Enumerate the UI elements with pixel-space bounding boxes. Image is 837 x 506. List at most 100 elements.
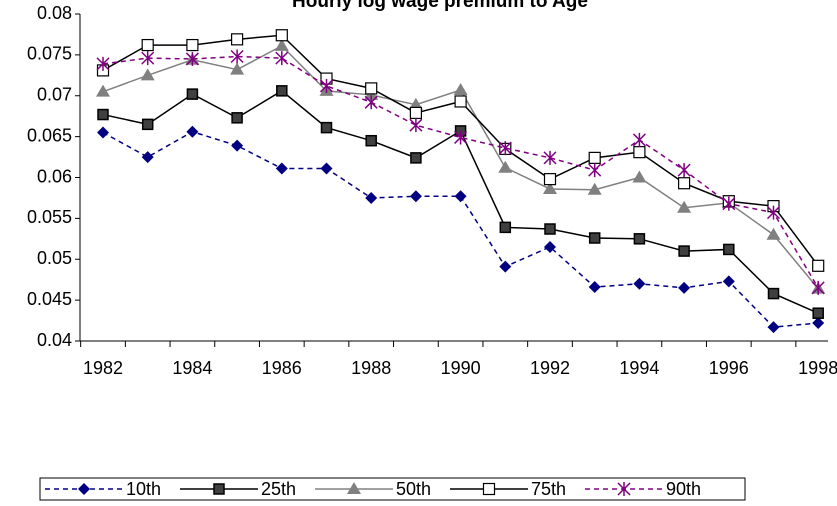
- series-line: [102, 55, 819, 289]
- data-point: [231, 139, 244, 152]
- data-point: [632, 170, 647, 183]
- data-point: [678, 245, 690, 257]
- data-point: [588, 232, 601, 244]
- data-point: [275, 162, 288, 175]
- data-point: [544, 223, 556, 235]
- data-point: [365, 82, 378, 95]
- legend-label: 25th: [261, 479, 296, 499]
- data-point: [365, 191, 378, 204]
- data-point: [499, 260, 512, 273]
- series-line: [102, 130, 819, 328]
- data-point: [274, 38, 289, 51]
- data-point: [767, 321, 780, 334]
- x-tick-label: 1988: [351, 358, 391, 378]
- data-point: [543, 181, 557, 194]
- data-point: [409, 106, 422, 120]
- chart-title: Hourly log wage premium to Age: [292, 0, 588, 12]
- series-line: [102, 44, 819, 290]
- data-point: [454, 130, 468, 145]
- x-tick-label: 1994: [619, 358, 659, 378]
- data-point: [276, 85, 288, 97]
- data-point: [97, 108, 109, 121]
- x-tick-label: 1986: [262, 358, 302, 378]
- data-point: [364, 95, 378, 110]
- data-point: [498, 141, 512, 156]
- data-point: [230, 62, 245, 75]
- y-tick-label: 0.08: [37, 3, 72, 23]
- data-point: [141, 51, 155, 66]
- data-point: [141, 118, 154, 131]
- y-tick-label: 0.07: [37, 85, 72, 105]
- data-point: [409, 118, 423, 133]
- data-point: [409, 190, 422, 203]
- legend-label: 50th: [396, 479, 431, 499]
- data-point: [408, 97, 423, 110]
- data-point: [454, 190, 467, 203]
- data-point: [185, 51, 199, 66]
- y-tick-label: 0.075: [27, 44, 72, 64]
- y-tick-label: 0.05: [37, 248, 72, 268]
- data-point: [97, 126, 109, 139]
- data-point: [722, 196, 736, 211]
- data-point: [812, 259, 825, 272]
- y-tick-label: 0.045: [27, 289, 72, 309]
- data-point: [453, 83, 468, 96]
- series-line: [102, 34, 819, 267]
- data-point: [543, 150, 557, 165]
- data-point: [96, 56, 110, 71]
- data-point: [723, 243, 735, 256]
- data-point: [320, 121, 333, 134]
- data-point: [231, 33, 244, 46]
- data-point: [722, 275, 735, 288]
- data-point: [588, 163, 602, 178]
- data-point: [812, 307, 824, 319]
- data-point: [275, 51, 289, 66]
- data-point: [96, 84, 110, 97]
- data-point: [543, 173, 557, 186]
- data-point: [319, 78, 334, 93]
- data-point: [811, 280, 825, 295]
- legend-marker: [482, 482, 496, 496]
- data-point: [812, 317, 825, 330]
- legend-marker: [213, 483, 225, 495]
- legend-marker: [617, 482, 631, 496]
- y-tick-label: 0.065: [27, 125, 72, 145]
- data-point: [186, 38, 199, 52]
- data-point: [766, 227, 781, 240]
- data-point: [677, 163, 691, 178]
- data-point: [588, 151, 601, 164]
- data-point: [677, 177, 691, 190]
- legend-label: 75th: [531, 479, 566, 499]
- data-point: [141, 38, 154, 52]
- data-point: [140, 68, 155, 81]
- x-tick-label: 1990: [441, 358, 481, 378]
- data-point: [633, 146, 646, 159]
- data-point: [320, 162, 333, 175]
- data-point: [678, 281, 691, 294]
- legend-marker: [78, 483, 90, 495]
- data-point: [544, 240, 556, 253]
- data-point: [632, 132, 646, 147]
- data-point: [499, 221, 512, 234]
- data-point: [186, 88, 199, 100]
- data-point: [365, 134, 377, 147]
- data-point: [141, 151, 154, 164]
- x-tick-label: 1982: [83, 358, 123, 378]
- data-point: [633, 233, 646, 245]
- data-point: [766, 205, 781, 220]
- data-point: [454, 95, 467, 108]
- x-tick-label: 1984: [172, 358, 212, 378]
- data-point: [498, 160, 513, 173]
- data-point: [633, 277, 646, 290]
- data-point: [587, 182, 602, 195]
- x-tick-label: 1992: [530, 358, 570, 378]
- y-tick-label: 0.055: [27, 207, 72, 227]
- data-point: [231, 112, 243, 124]
- y-tick-label: 0.06: [37, 166, 72, 186]
- data-point: [767, 287, 780, 300]
- x-tick-label: 1996: [709, 358, 749, 378]
- legend-label: 10th: [126, 479, 161, 499]
- x-tick-label: 1998: [798, 358, 837, 378]
